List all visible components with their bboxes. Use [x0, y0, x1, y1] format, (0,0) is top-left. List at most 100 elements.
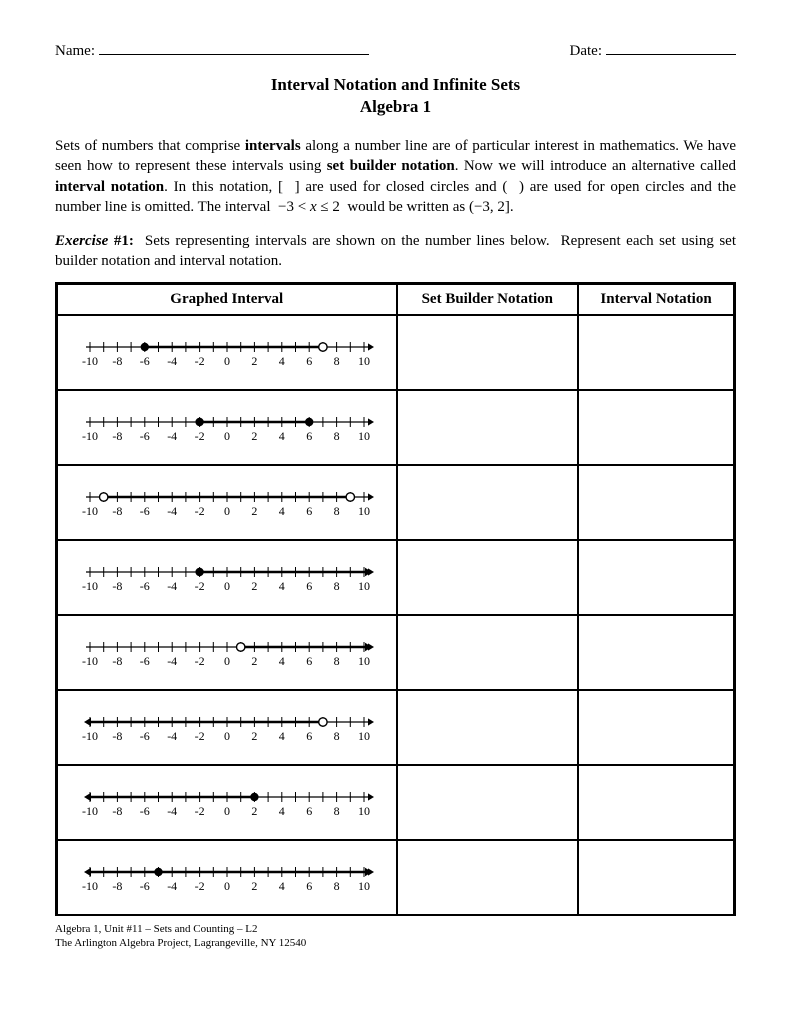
svg-text:10: 10 [358, 804, 370, 818]
svg-text:2: 2 [251, 429, 257, 443]
interval-notation-cell[interactable] [578, 315, 734, 390]
svg-text:-8: -8 [112, 354, 122, 368]
interval-notation-cell[interactable] [578, 615, 734, 690]
svg-text:-10: -10 [82, 654, 98, 668]
set-builder-cell[interactable] [397, 615, 579, 690]
svg-text:4: 4 [279, 429, 285, 443]
interval-notation-cell[interactable] [578, 840, 734, 915]
name-field: Name: [55, 40, 369, 60]
svg-text:-4: -4 [167, 579, 177, 593]
svg-text:-6: -6 [140, 729, 150, 743]
date-blank-line[interactable] [606, 40, 736, 55]
svg-text:-4: -4 [167, 804, 177, 818]
svg-text:-2: -2 [194, 804, 204, 818]
footer-line2: The Arlington Algebra Project, Lagrangev… [55, 936, 736, 950]
col-set-builder: Set Builder Notation [397, 283, 579, 315]
interval-notation-cell[interactable] [578, 465, 734, 540]
svg-text:0: 0 [224, 879, 230, 893]
interval-notation-cell[interactable] [578, 765, 734, 840]
table-row: -10-8-6-4-20246810 [57, 390, 735, 465]
set-builder-cell[interactable] [397, 540, 579, 615]
svg-text:-10: -10 [82, 429, 98, 443]
set-builder-cell[interactable] [397, 765, 579, 840]
svg-text:4: 4 [279, 504, 285, 518]
svg-text:10: 10 [358, 879, 370, 893]
svg-text:10: 10 [358, 504, 370, 518]
svg-text:-6: -6 [140, 579, 150, 593]
name-blank-line[interactable] [99, 40, 369, 55]
svg-text:8: 8 [333, 579, 339, 593]
svg-text:8: 8 [333, 429, 339, 443]
graph-cell: -10-8-6-4-20246810 [57, 465, 397, 540]
svg-text:-4: -4 [167, 654, 177, 668]
interval-notation-cell[interactable] [578, 540, 734, 615]
svg-text:-6: -6 [140, 879, 150, 893]
svg-text:4: 4 [279, 729, 285, 743]
svg-text:-2: -2 [194, 654, 204, 668]
table-row: -10-8-6-4-20246810 [57, 840, 735, 915]
svg-text:-8: -8 [112, 654, 122, 668]
table-row: -10-8-6-4-20246810 [57, 690, 735, 765]
svg-text:0: 0 [224, 654, 230, 668]
svg-text:2: 2 [251, 579, 257, 593]
svg-text:2: 2 [251, 879, 257, 893]
set-builder-cell[interactable] [397, 465, 579, 540]
svg-text:4: 4 [279, 354, 285, 368]
svg-text:10: 10 [358, 654, 370, 668]
title-line2: Algebra 1 [55, 96, 736, 118]
svg-text:8: 8 [333, 504, 339, 518]
exercise-paragraph: Exercise #1: Sets representing intervals… [55, 231, 736, 272]
svg-text:-4: -4 [167, 729, 177, 743]
svg-text:0: 0 [224, 729, 230, 743]
graph-cell: -10-8-6-4-20246810 [57, 690, 397, 765]
svg-text:8: 8 [333, 729, 339, 743]
svg-text:-10: -10 [82, 729, 98, 743]
svg-text:8: 8 [333, 654, 339, 668]
interval-notation-cell[interactable] [578, 690, 734, 765]
svg-text:2: 2 [251, 354, 257, 368]
graph-cell: -10-8-6-4-20246810 [57, 840, 397, 915]
title-block: Interval Notation and Infinite Sets Alge… [55, 74, 736, 118]
table-row: -10-8-6-4-20246810 [57, 315, 735, 390]
set-builder-cell[interactable] [397, 840, 579, 915]
svg-text:-2: -2 [194, 354, 204, 368]
graph-cell: -10-8-6-4-20246810 [57, 765, 397, 840]
svg-text:0: 0 [224, 579, 230, 593]
set-builder-cell[interactable] [397, 315, 579, 390]
svg-text:4: 4 [279, 654, 285, 668]
svg-text:2: 2 [251, 504, 257, 518]
svg-text:-4: -4 [167, 879, 177, 893]
svg-text:10: 10 [358, 354, 370, 368]
graph-cell: -10-8-6-4-20246810 [57, 315, 397, 390]
set-builder-cell[interactable] [397, 390, 579, 465]
table-row: -10-8-6-4-20246810 [57, 765, 735, 840]
name-label: Name: [55, 43, 95, 60]
svg-text:-4: -4 [167, 354, 177, 368]
svg-text:6: 6 [306, 804, 312, 818]
svg-text:-8: -8 [112, 729, 122, 743]
svg-text:6: 6 [306, 654, 312, 668]
svg-text:-8: -8 [112, 879, 122, 893]
footer-line1: Algebra 1, Unit #11 – Sets and Counting … [55, 922, 736, 936]
svg-text:-2: -2 [194, 579, 204, 593]
svg-text:0: 0 [224, 354, 230, 368]
svg-text:-2: -2 [194, 879, 204, 893]
svg-text:10: 10 [358, 729, 370, 743]
svg-text:8: 8 [333, 354, 339, 368]
svg-text:-8: -8 [112, 504, 122, 518]
svg-text:8: 8 [333, 804, 339, 818]
date-label: Date: [570, 43, 602, 60]
svg-text:4: 4 [279, 579, 285, 593]
interval-notation-cell[interactable] [578, 390, 734, 465]
graph-cell: -10-8-6-4-20246810 [57, 615, 397, 690]
svg-text:4: 4 [279, 804, 285, 818]
footer: Algebra 1, Unit #11 – Sets and Counting … [55, 922, 736, 951]
svg-text:6: 6 [306, 729, 312, 743]
svg-text:2: 2 [251, 654, 257, 668]
svg-text:-2: -2 [194, 504, 204, 518]
graph-cell: -10-8-6-4-20246810 [57, 390, 397, 465]
set-builder-cell[interactable] [397, 690, 579, 765]
worksheet-table: Graphed Interval Set Builder Notation In… [55, 282, 736, 916]
svg-text:-6: -6 [140, 429, 150, 443]
svg-text:-8: -8 [112, 429, 122, 443]
